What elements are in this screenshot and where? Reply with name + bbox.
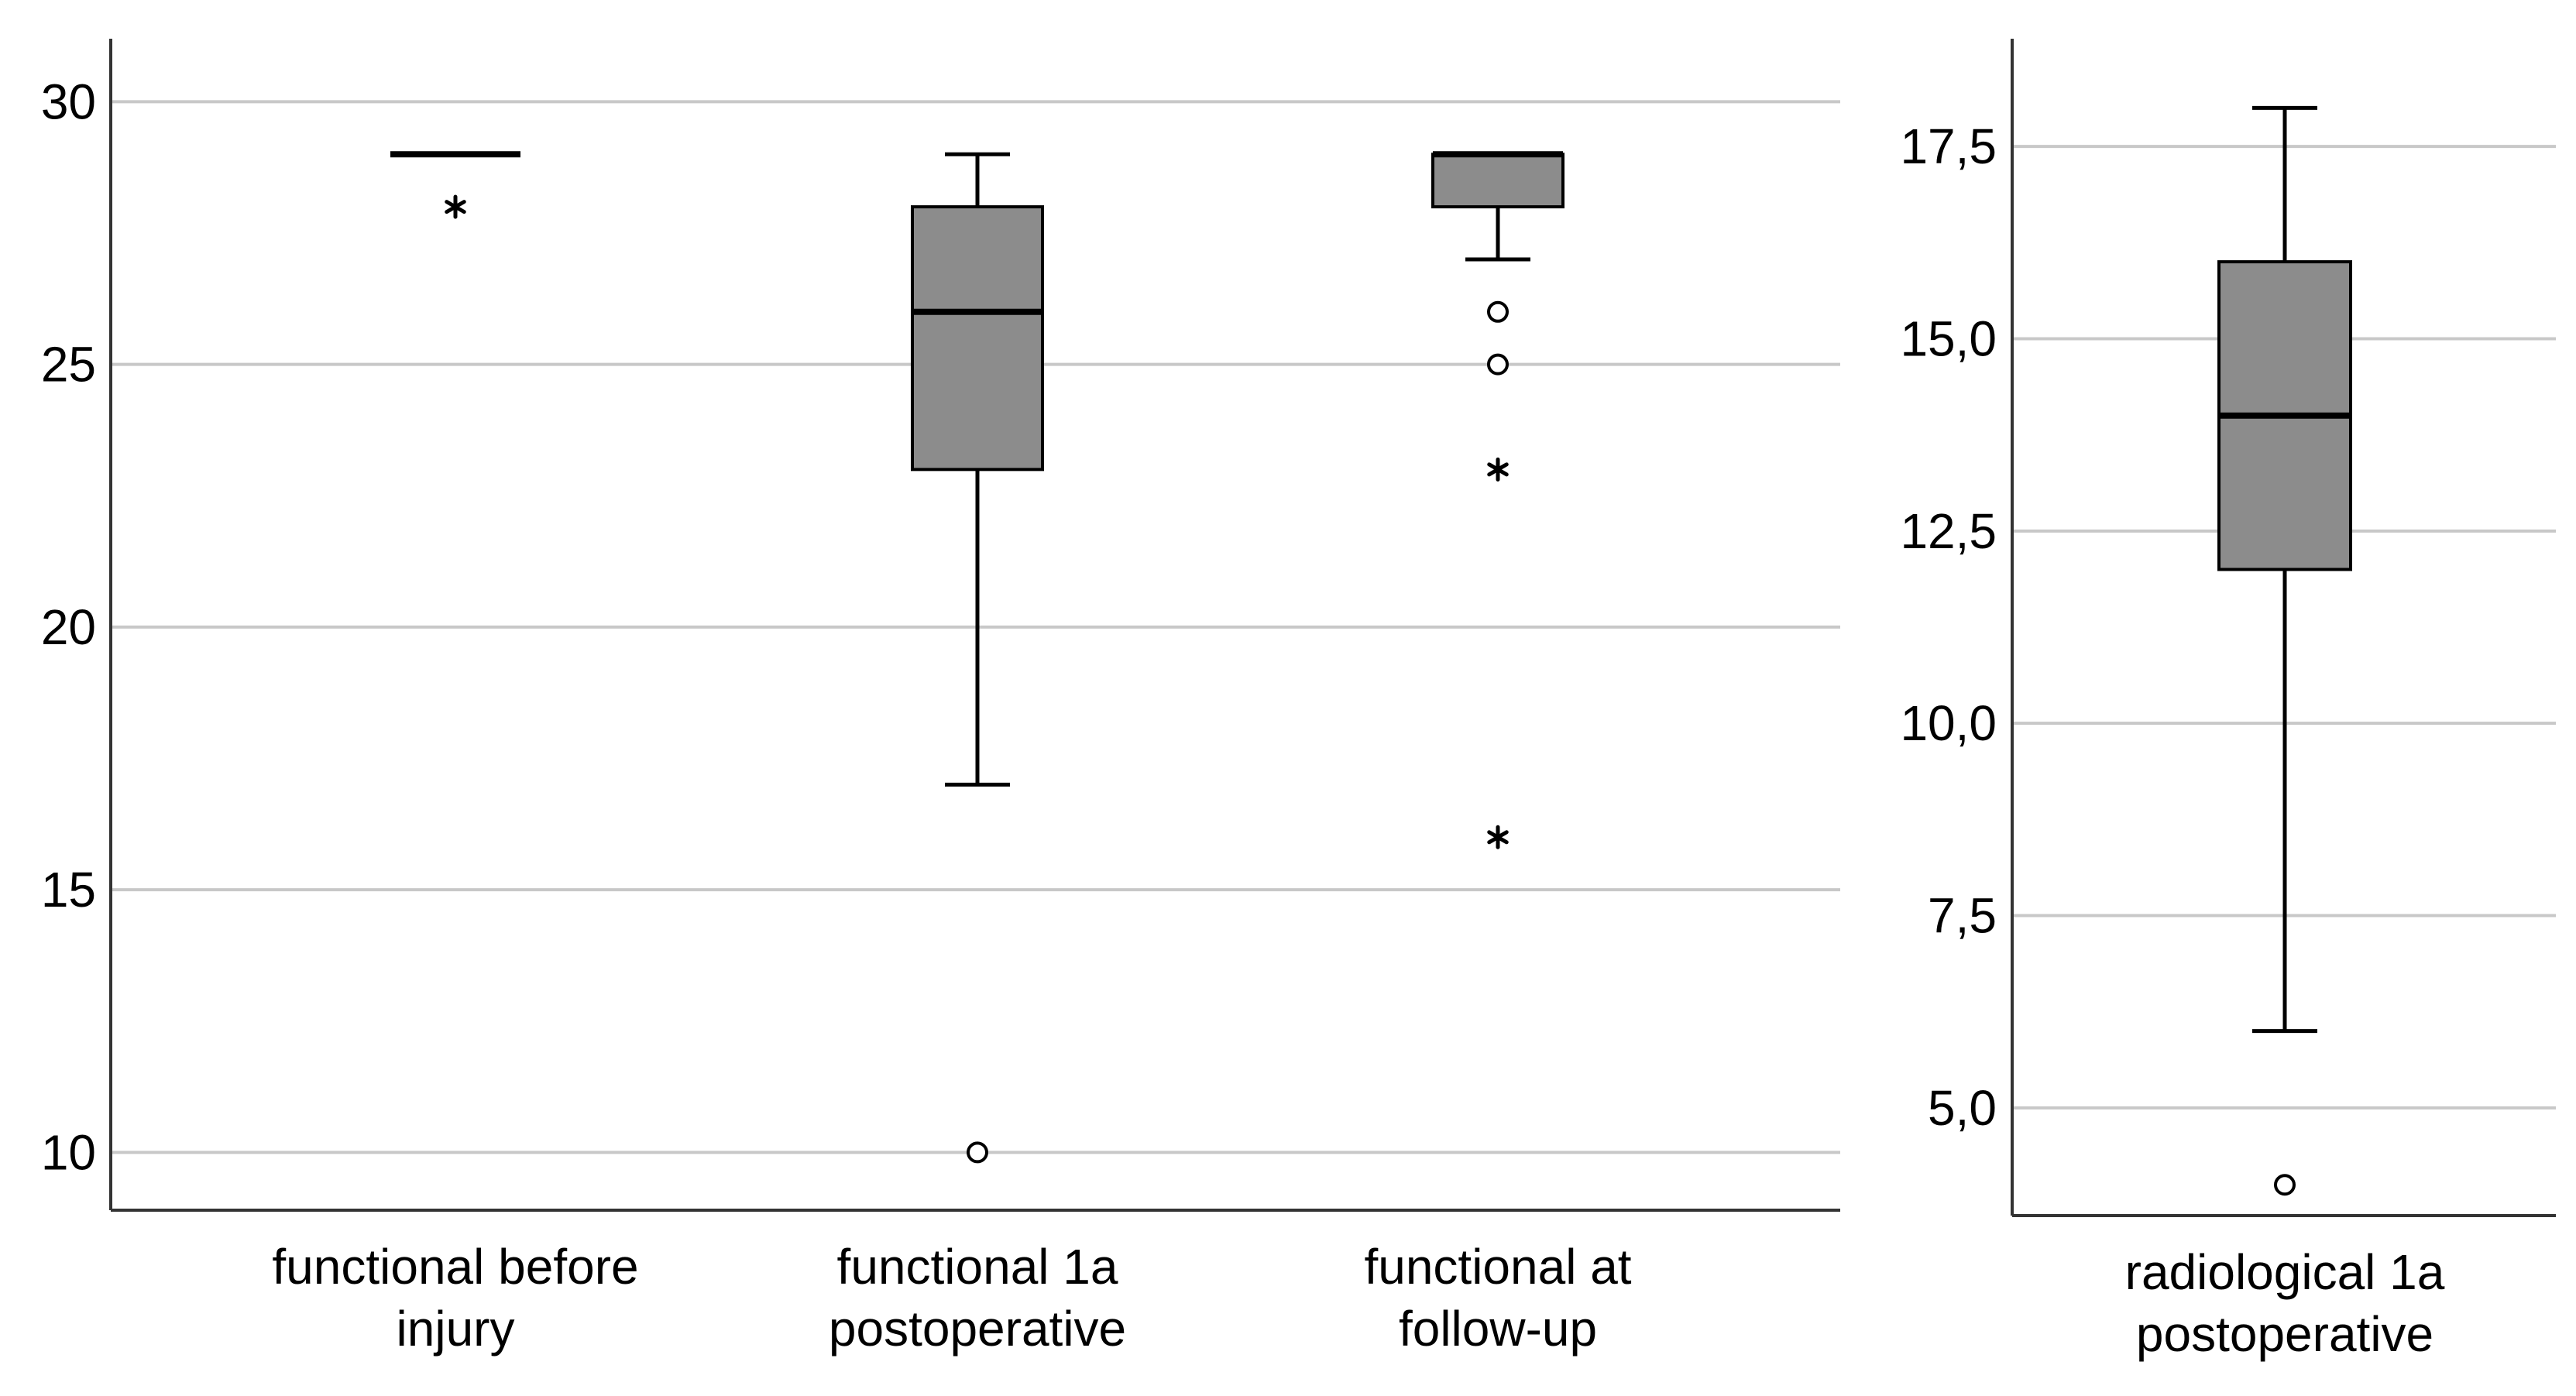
y-tick-label: 15,0 [1900,310,1997,366]
box-iqr [1431,153,1564,209]
box-plot [390,151,520,219]
box-plot [1431,151,1564,849]
y-tick-label: 15 [41,862,96,918]
y-tick-label: 30 [41,74,96,129]
y-tick-label: 12,5 [1900,503,1997,559]
y-tick-label: 7,5 [1928,888,1997,944]
y-tick-label: 10,0 [1900,695,1997,751]
x-category-label: functional at follow-up [1364,1239,1631,1357]
outlier-point [1487,353,1509,376]
x-category-label: radiological 1a postoperative [2125,1244,2445,1362]
extreme-point [1487,825,1509,849]
box-plot [2217,105,2352,1196]
x-category-label: functional 1a postoperative [829,1239,1126,1357]
x-category-label: functional before injury [272,1239,638,1357]
extreme-point [445,194,466,219]
outlier-point [967,1141,988,1164]
y-tick-label: 5,0 [1928,1080,1997,1136]
extreme-point [1487,457,1509,482]
box-iqr [911,205,1044,472]
y-tick-label: 17,5 [1900,118,1997,174]
panel-radiological-score: 5,0 7,5 10,0 12,5 15,0 17,5 radiological 1a pos… [1900,39,2556,1362]
y-tick-label: 25 [41,337,96,393]
panel-functional-scores: 10 15 20 25 30 functional before injury functio… [41,39,1840,1357]
box-plot [911,152,1044,1164]
outlier-point [1487,300,1509,323]
y-tick-label: 20 [41,599,96,655]
outlier-point [2274,1174,2296,1196]
y-tick-label: 10 [41,1124,96,1180]
